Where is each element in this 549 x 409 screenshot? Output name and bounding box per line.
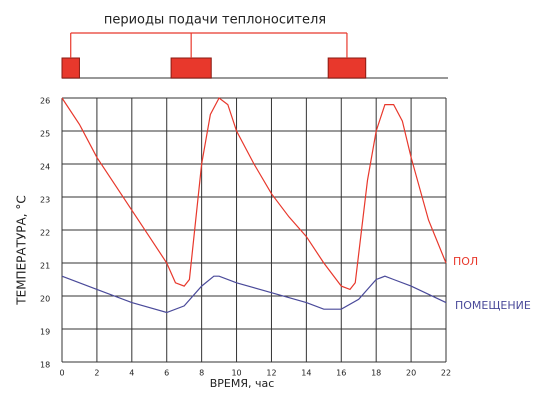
x-tick-label: 4 <box>129 369 134 378</box>
y-tick-label: 22 <box>40 229 50 238</box>
y-tick-label: 18 <box>40 361 50 370</box>
heating-period <box>327 57 367 79</box>
series-line <box>61 275 447 314</box>
x-tick-label: 16 <box>336 369 346 378</box>
heating-period <box>170 57 212 79</box>
x-tick-label: 14 <box>301 369 311 378</box>
x-tick-label: 8 <box>199 369 204 378</box>
x-tick-label: 18 <box>371 369 381 378</box>
y-tick-label: 26 <box>40 97 50 106</box>
heating-period <box>61 57 80 79</box>
x-tick-label: 0 <box>59 369 64 378</box>
x-axis-label: ВРЕМЯ, час <box>210 377 275 390</box>
legend-label: ПОЛ <box>453 255 478 268</box>
x-tick-label: 10 <box>231 369 241 378</box>
y-tick-label: 19 <box>40 328 50 337</box>
series-line <box>61 97 447 291</box>
y-tick-label: 21 <box>40 262 50 271</box>
y-tick-label: 23 <box>40 196 50 205</box>
x-tick-label: 6 <box>164 369 169 378</box>
y-tick-label: 24 <box>40 163 50 172</box>
x-tick-label: 12 <box>266 369 276 378</box>
legend-label: ПОМЕЩЕНИЕ <box>455 299 531 312</box>
x-tick-label: 20 <box>406 369 416 378</box>
x-tick-label: 22 <box>441 369 451 378</box>
x-tick-label: 2 <box>94 369 99 378</box>
chart-title: периоды подачи теплоносителя <box>104 13 326 28</box>
y-tick-label: 20 <box>40 295 50 304</box>
y-tick-label: 25 <box>40 130 50 139</box>
y-axis-label: ТЕМПЕРАТУРА, °С <box>15 195 29 305</box>
